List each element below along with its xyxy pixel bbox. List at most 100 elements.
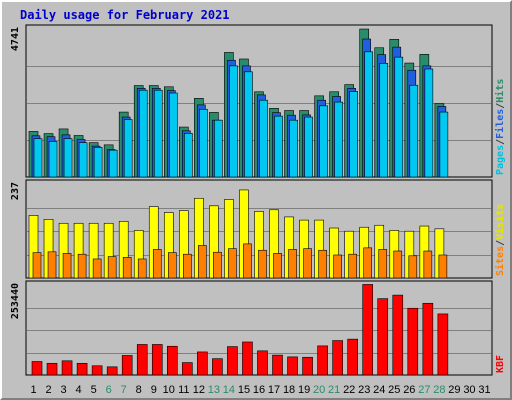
x-tick-label-14: 14 bbox=[223, 384, 235, 396]
bar-bottom-kb-f-day-12 bbox=[197, 351, 208, 376]
bar-middle-sites-day-26 bbox=[408, 255, 418, 279]
bar-bottom-kb-f-day-24 bbox=[377, 298, 389, 376]
bar-middle-sites-day-11 bbox=[183, 253, 192, 279]
x-tick-label-27: 27 bbox=[418, 384, 430, 396]
bar-middle-sites-day-23 bbox=[363, 247, 373, 279]
bar-bottom-kb-f-day-21 bbox=[332, 340, 343, 376]
legend-entry-: / bbox=[495, 240, 506, 246]
bar-top-pages-day-25 bbox=[394, 56, 404, 178]
x-tick-label-7: 7 bbox=[121, 384, 127, 396]
x-tick-label-5: 5 bbox=[91, 384, 97, 396]
bar-middle-sites-day-13 bbox=[213, 251, 222, 279]
x-tick-label-17: 17 bbox=[268, 384, 280, 396]
bar-bottom-kb-f-day-8 bbox=[136, 344, 148, 376]
legend-entry-f: F bbox=[495, 355, 506, 361]
bar-bottom-kb-f-day-1 bbox=[31, 361, 43, 376]
bar-top-pages-day-9 bbox=[153, 89, 163, 178]
x-tick-label-28: 28 bbox=[433, 384, 445, 396]
bar-top-pages-day-4 bbox=[78, 142, 88, 178]
bar-middle-sites-day-14 bbox=[228, 248, 237, 279]
bar-top-pages-day-1 bbox=[33, 138, 43, 178]
x-tick-label-10: 10 bbox=[163, 384, 175, 396]
bar-bottom-kb-f-day-28 bbox=[437, 313, 449, 376]
x-tick-label-22: 22 bbox=[343, 384, 355, 396]
bar-bottom-kb-f-day-18 bbox=[287, 356, 298, 376]
bar-bottom-kb-f-day-22 bbox=[347, 338, 358, 376]
bar-top-pages-day-2 bbox=[48, 141, 58, 178]
bar-middle-sites-day-25 bbox=[393, 250, 403, 279]
bar-bottom-kb-f-day-7 bbox=[121, 355, 133, 376]
bar-bottom-kb-f-day-4 bbox=[76, 362, 88, 376]
bar-middle-sites-day-15 bbox=[243, 243, 252, 279]
bar-top-pages-day-15 bbox=[244, 71, 253, 178]
bar-top-pages-day-24 bbox=[379, 63, 389, 178]
bar-bottom-kb-f-day-10 bbox=[166, 345, 178, 376]
legend-entry-visits: Visits bbox=[494, 204, 506, 240]
legend-entry-kb: KB bbox=[495, 361, 506, 373]
bar-top-pages-day-20 bbox=[319, 105, 328, 178]
bar-top-pages-day-16 bbox=[259, 99, 268, 178]
x-tick-label-20: 20 bbox=[313, 384, 325, 396]
legend-entry-hits: Hits bbox=[494, 79, 506, 103]
x-tick-label-12: 12 bbox=[193, 384, 205, 396]
x-tick-label-26: 26 bbox=[403, 384, 415, 396]
bar-bottom-kb-f-day-27 bbox=[422, 302, 434, 376]
bar-top-pages-day-22 bbox=[349, 91, 358, 178]
legend-entry-pages: Pages bbox=[495, 145, 506, 175]
bar-top-pages-day-26 bbox=[409, 84, 419, 178]
x-tick-label-11: 11 bbox=[178, 384, 189, 396]
x-tick-label-30: 30 bbox=[463, 384, 475, 396]
x-tick-label-3: 3 bbox=[61, 384, 67, 396]
bar-bottom-kb-f-day-16 bbox=[257, 350, 268, 376]
bar-middle-sites-day-3 bbox=[62, 253, 72, 279]
x-tick-label-31: 31 bbox=[478, 384, 490, 396]
x-tick-label-2: 2 bbox=[45, 384, 51, 396]
bar-top-pages-day-17 bbox=[274, 115, 283, 178]
panel-bottom-max-label: 253440 bbox=[10, 283, 21, 319]
x-tick-label-13: 13 bbox=[208, 384, 220, 396]
x-tick-label-19: 19 bbox=[298, 384, 310, 396]
bar-middle-sites-day-8 bbox=[137, 258, 147, 279]
bar-bottom-kb-f-day-3 bbox=[61, 360, 73, 376]
bar-bottom-kb-f-day-14 bbox=[227, 346, 238, 376]
bar-middle-sites-day-7 bbox=[122, 257, 132, 279]
bar-bottom-kb-f-day-26 bbox=[407, 307, 419, 376]
x-tick-label-1: 1 bbox=[30, 384, 36, 396]
bar-middle-sites-day-5 bbox=[92, 258, 102, 279]
bar-top-pages-day-6 bbox=[108, 149, 118, 178]
bar-bottom-kb-f-day-17 bbox=[272, 354, 283, 376]
bar-bottom-kb-f-day-25 bbox=[392, 294, 404, 376]
x-tick-label-6: 6 bbox=[106, 384, 112, 396]
bar-middle-sites-day-4 bbox=[77, 253, 87, 279]
bar-middle-sites-day-27 bbox=[423, 250, 433, 279]
bar-middle-sites-day-17 bbox=[273, 253, 282, 279]
x-tick-label-23: 23 bbox=[358, 384, 370, 396]
bar-middle-sites-day-2 bbox=[47, 251, 57, 279]
bar-bottom-kb-f-day-2 bbox=[46, 362, 58, 376]
x-tick-label-18: 18 bbox=[283, 384, 295, 396]
x-tick-label-21: 21 bbox=[328, 384, 340, 396]
bar-top-pages-day-5 bbox=[93, 147, 103, 178]
legend-entry-: / bbox=[495, 103, 506, 109]
panel-top-max-label: 4741 bbox=[10, 27, 21, 51]
bar-middle-sites-day-6 bbox=[107, 256, 117, 279]
bar-top-pages-day-21 bbox=[334, 101, 343, 178]
bar-bottom-kb-f-day-6 bbox=[106, 366, 118, 376]
bar-middle-sites-day-12 bbox=[198, 245, 207, 279]
legend-entry-files: Files bbox=[494, 109, 506, 139]
x-tick-label-25: 25 bbox=[388, 384, 400, 396]
bar-top-pages-day-11 bbox=[184, 132, 193, 178]
x-tick-label-4: 4 bbox=[76, 384, 82, 396]
panel-middle-axis-legend: Sites/Visits bbox=[494, 204, 506, 276]
x-tick-label-8: 8 bbox=[136, 384, 142, 396]
bar-middle-sites-day-24 bbox=[378, 249, 388, 279]
bar-top-pages-day-7 bbox=[123, 119, 133, 178]
bar-bottom-kb-f-day-23 bbox=[362, 284, 374, 376]
bar-bottom-kb-f-day-15 bbox=[242, 341, 253, 376]
bar-top-pages-day-3 bbox=[63, 138, 73, 178]
bar-middle-sites-day-22 bbox=[348, 253, 357, 279]
bar-top-pages-day-19 bbox=[304, 116, 313, 178]
bar-middle-sites-day-19 bbox=[303, 248, 312, 279]
bar-middle-sites-day-21 bbox=[333, 254, 342, 279]
